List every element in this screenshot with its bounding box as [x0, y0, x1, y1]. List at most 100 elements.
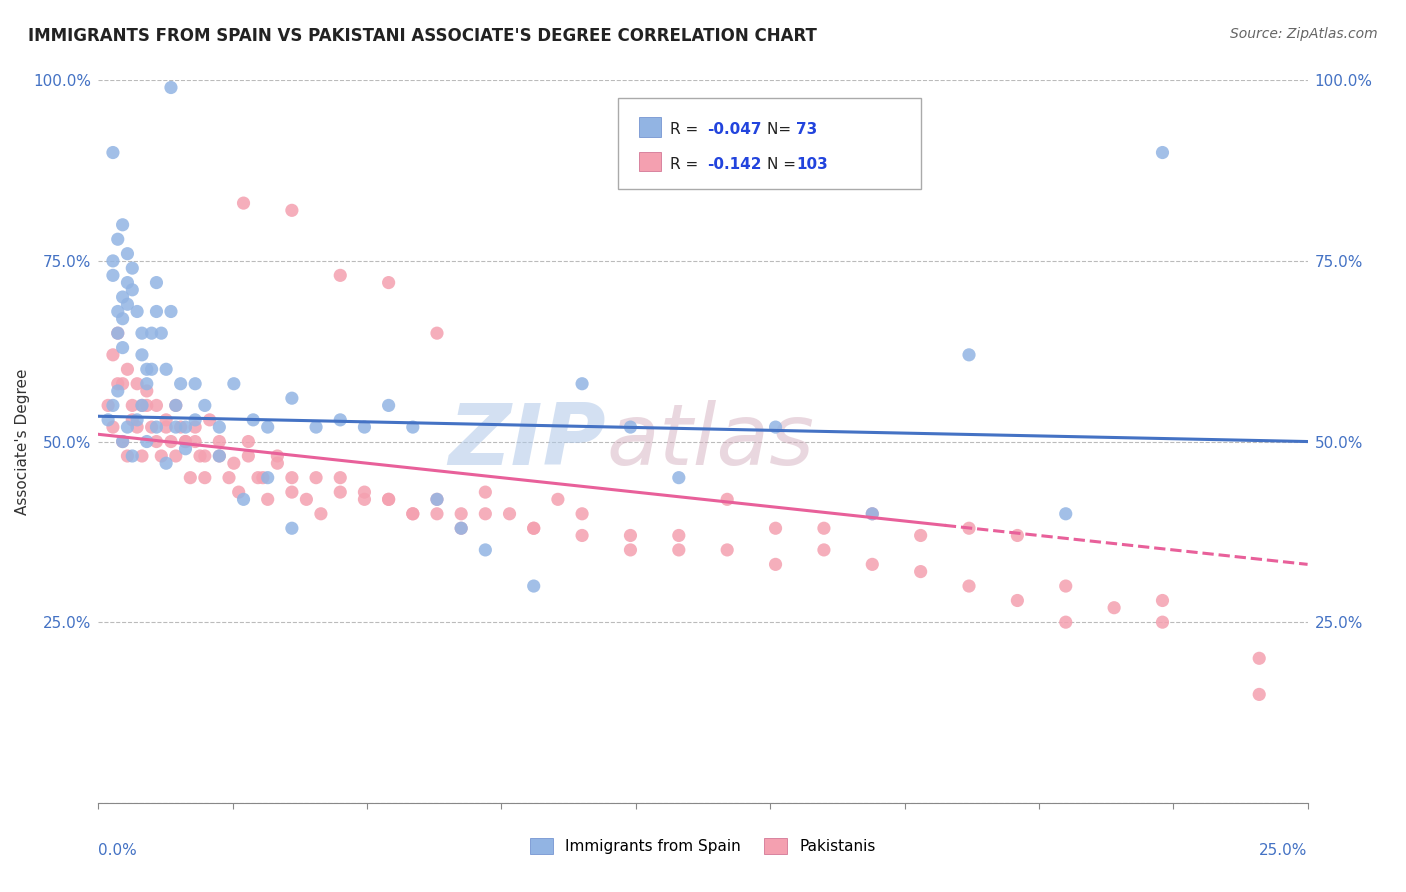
Text: -0.047: -0.047	[707, 122, 761, 136]
Bar	[638, 117, 661, 136]
Point	[194, 449, 217, 463]
Point	[668, 528, 690, 542]
Point	[281, 485, 304, 500]
Point	[716, 542, 738, 557]
Point	[716, 492, 738, 507]
Point	[107, 326, 129, 340]
Point	[131, 449, 153, 463]
Point	[1152, 615, 1174, 630]
Point	[111, 218, 134, 232]
Point	[174, 434, 197, 449]
Legend: Immigrants from Spain, Pakistanis: Immigrants from Spain, Pakistanis	[524, 832, 882, 860]
Point	[619, 542, 641, 557]
Point	[198, 413, 221, 427]
Point	[208, 449, 231, 463]
FancyBboxPatch shape	[619, 98, 921, 189]
Point	[141, 362, 163, 376]
Point	[222, 456, 245, 470]
Point	[97, 413, 120, 427]
Point	[523, 521, 546, 535]
Point	[309, 507, 332, 521]
Point	[131, 326, 153, 340]
Point	[426, 492, 449, 507]
Point	[305, 420, 328, 434]
Point	[377, 276, 399, 290]
Point	[1054, 579, 1077, 593]
Point	[256, 420, 278, 434]
Point	[765, 558, 787, 572]
Point	[910, 565, 932, 579]
Point	[619, 420, 641, 434]
Point	[247, 470, 270, 484]
Point	[232, 492, 254, 507]
Point	[121, 449, 143, 463]
Text: R =: R =	[671, 122, 703, 136]
Point	[135, 362, 157, 376]
Point	[765, 521, 787, 535]
Point	[160, 304, 183, 318]
Point	[150, 326, 173, 340]
Point	[474, 507, 496, 521]
Point	[135, 434, 157, 449]
Point	[117, 297, 139, 311]
Point	[668, 470, 690, 484]
Point	[135, 376, 157, 391]
Point	[218, 470, 240, 484]
Point	[174, 442, 197, 456]
Point	[169, 376, 191, 391]
Point	[141, 326, 163, 340]
Text: 0.0%: 0.0%	[98, 843, 138, 857]
Point	[377, 492, 399, 507]
Point	[117, 420, 139, 434]
Point	[194, 470, 217, 484]
Point	[121, 283, 143, 297]
Point	[101, 420, 124, 434]
Point	[281, 521, 304, 535]
Point	[813, 542, 835, 557]
Y-axis label: Associate's Degree: Associate's Degree	[15, 368, 30, 515]
Point	[232, 196, 254, 211]
Point	[1054, 615, 1077, 630]
Point	[353, 420, 375, 434]
Point	[329, 470, 352, 484]
Point	[238, 434, 260, 449]
Point	[266, 456, 288, 470]
Point	[523, 579, 546, 593]
Point	[145, 398, 167, 412]
Point	[145, 420, 167, 434]
Point	[165, 449, 187, 463]
Point	[165, 420, 187, 434]
Point	[184, 376, 207, 391]
Point	[117, 246, 139, 260]
Point	[117, 449, 139, 463]
Point	[860, 558, 883, 572]
Point	[208, 420, 231, 434]
Point	[97, 398, 120, 412]
Point	[111, 311, 134, 326]
Point	[252, 470, 274, 484]
Point	[174, 420, 197, 434]
Point	[1054, 507, 1077, 521]
Point	[101, 268, 124, 283]
Point	[131, 398, 153, 412]
Point	[619, 528, 641, 542]
Point	[131, 348, 153, 362]
Point	[150, 449, 173, 463]
Point	[957, 521, 980, 535]
Point	[1152, 145, 1174, 160]
Point	[155, 420, 177, 434]
Text: atlas: atlas	[606, 400, 814, 483]
Point	[111, 290, 134, 304]
Point	[329, 485, 352, 500]
Point	[135, 384, 157, 398]
Point	[145, 434, 167, 449]
Point	[127, 420, 149, 434]
Point	[450, 507, 472, 521]
Point	[121, 398, 143, 412]
Point	[329, 413, 352, 427]
Point	[1007, 593, 1029, 607]
Point	[135, 398, 157, 412]
Point	[127, 376, 149, 391]
Point	[179, 470, 201, 484]
Point	[141, 420, 163, 434]
